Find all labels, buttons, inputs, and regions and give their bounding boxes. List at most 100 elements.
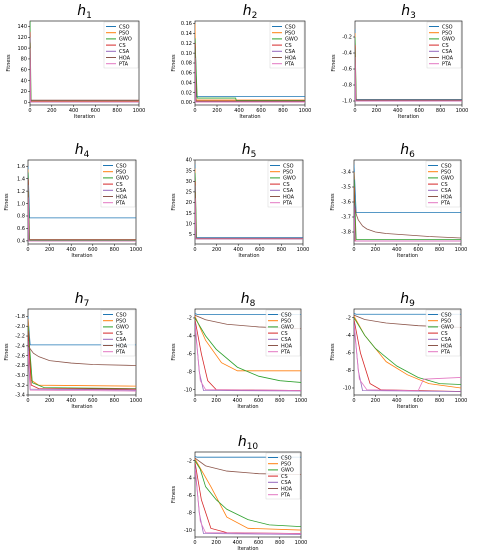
legend-label: GWO (116, 325, 129, 331)
y-tick-label: 80 (21, 57, 27, 63)
y-tick-label: -6 (187, 493, 192, 499)
legend-label: PSO (281, 462, 291, 468)
y-tick-label: -2 (346, 315, 351, 321)
y-tick-label: -3.8 (341, 230, 351, 236)
x-tick-label: 600 (254, 398, 264, 404)
series-group (28, 316, 136, 392)
legend-label: CSA (116, 188, 127, 194)
series-line-pta (354, 326, 461, 392)
x-axis-label: Iteration (237, 546, 258, 550)
y-tick-label: -0.8 (342, 83, 352, 89)
chart-2: h2 0 200 400 600 800 1000 0.00 0.02 0.04 0.06 0.08 0… (171, 3, 311, 120)
y-tick-label: -2.4 (15, 344, 25, 350)
chart-6: h6 0 200 400 600 800 1000 -3.8 -3.7 -3.6 -3.5 -3.4 I… (330, 142, 467, 259)
y-tick-label: 0.00 (181, 100, 192, 106)
series-group (354, 164, 461, 242)
x-tick-label: 1000 (455, 398, 468, 404)
legend-label: CSA (281, 337, 292, 343)
x-tick-label: 600 (255, 247, 265, 253)
x-tick-label: 400 (233, 540, 243, 546)
legend-label: HOA (281, 486, 293, 492)
x-tick-label: 600 (414, 108, 424, 114)
series-line-pta (195, 469, 301, 534)
legend-label: CSO (441, 163, 452, 169)
chart-title: h5 (242, 142, 257, 160)
legend-label: CSO (285, 24, 296, 30)
x-tick-label: 800 (435, 247, 445, 253)
legend-label: CSO (441, 312, 452, 318)
legend-label: HOA (116, 343, 128, 349)
x-tick-label: 600 (256, 108, 266, 114)
x-tick-label: 200 (212, 108, 222, 114)
x-tick-label: 800 (277, 247, 287, 253)
legend-label: PSO (283, 170, 293, 176)
y-tick-label: -2.0 (15, 324, 25, 330)
legend-label: CS (441, 182, 448, 188)
x-tick-label: 0 (28, 108, 31, 114)
legend-label: PTA (441, 350, 451, 356)
y-tick-label: 20 (21, 89, 27, 95)
series-line-pso (195, 316, 301, 372)
chart-title-subscript: 4 (84, 150, 90, 160)
chart-title: h9 (400, 291, 415, 309)
y-tick-label: -3.5 (341, 185, 351, 191)
y-tick-label: -10 (184, 387, 192, 393)
y-tick-label: -10 (343, 386, 351, 392)
y-axis-label: Fitness (6, 54, 12, 72)
series-line-pta (354, 216, 461, 242)
series-line-pta (30, 48, 139, 103)
x-tick-label: 0 (353, 108, 356, 114)
chart-title-main: h (400, 291, 409, 307)
legend-label: HOA (285, 55, 297, 61)
y-tick-label: 1.4 (17, 176, 25, 182)
legend-label: HOA (441, 343, 453, 349)
series-group (195, 164, 303, 240)
legend-label: CSO (116, 312, 127, 318)
y-tick-label: 0.12 (181, 41, 192, 47)
x-tick-label: 1000 (295, 398, 308, 404)
plot-frame (353, 308, 462, 396)
x-tick-label: 0 (26, 398, 29, 404)
legend-label: CS (441, 331, 448, 337)
legend-label: PSO (441, 170, 451, 176)
x-tick-label: 1000 (295, 540, 308, 546)
x-tick-label: 1000 (299, 108, 312, 114)
chart-1: h1 0 200 400 600 800 1000 0 20 40 60 80 100 120 140 Ite… (6, 3, 145, 120)
y-tick-label: -4 (346, 333, 351, 339)
y-tick-label: 0.06 (181, 71, 192, 77)
legend-label: PSO (441, 319, 451, 325)
legend-box (267, 160, 303, 208)
y-tick-label: -8 (187, 369, 192, 375)
legend-label: PTA (442, 62, 452, 68)
legend-label: HOA (442, 55, 454, 61)
x-tick-label: 0 (352, 398, 355, 404)
legend-label: CS (285, 43, 292, 49)
chart-title-main: h (400, 142, 409, 158)
series-line-cs (28, 331, 136, 390)
chart-title-subscript: 2 (252, 11, 258, 21)
chart-title: h6 (400, 142, 415, 160)
x-axis-label: Iteration (74, 114, 95, 120)
legend-label: PSO (442, 31, 452, 37)
legend-label: GWO (116, 176, 129, 182)
chart-title: h4 (75, 142, 90, 160)
legend-label: CS (281, 331, 288, 337)
series-line-pta (355, 56, 462, 102)
legend-label: CSO (119, 24, 130, 30)
y-tick-label: 15 (186, 211, 192, 217)
chart-title-subscript: 10 (247, 442, 259, 452)
y-tick-label: 35 (186, 168, 192, 174)
y-axis-label: Fitness (4, 343, 10, 361)
legend-label: PTA (116, 350, 126, 356)
chart-title: h10 (238, 434, 259, 452)
y-tick-label: 0.6 (17, 226, 25, 232)
legend-label: PTA (441, 201, 451, 207)
legend-label: GWO (441, 325, 454, 331)
x-tick-label: 200 (211, 540, 221, 546)
chart-title-main: h (238, 434, 247, 450)
legend-label: HOA (116, 194, 128, 200)
y-tick-label: 30 (186, 179, 192, 185)
series-group (195, 455, 301, 535)
y-tick-label: -6 (187, 351, 192, 357)
legend-label: PTA (119, 62, 129, 68)
